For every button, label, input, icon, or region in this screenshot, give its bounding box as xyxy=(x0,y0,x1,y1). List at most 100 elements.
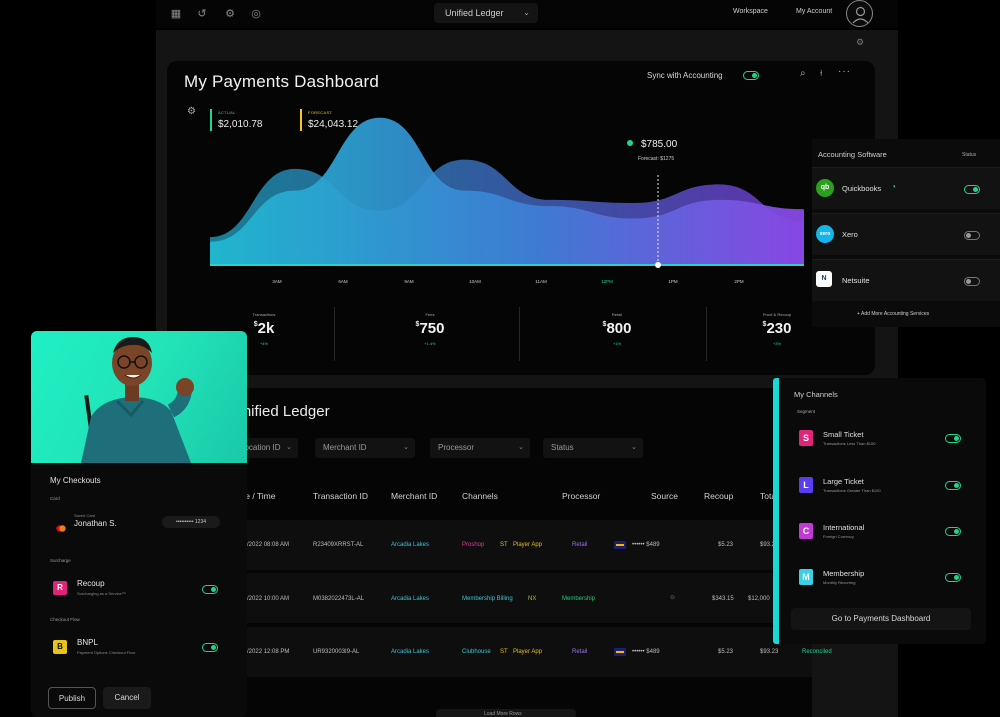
chart-marker-dot xyxy=(655,262,661,268)
my-account-link[interactable]: My Account xyxy=(796,8,833,15)
page-title: My Payments Dashboard xyxy=(184,72,380,91)
history-icon[interactable]: ↺ xyxy=(197,8,207,20)
column-header-transaction-id[interactable]: Transaction ID xyxy=(313,491,368,501)
payments-area-chart[interactable] xyxy=(210,100,804,270)
divider xyxy=(334,307,335,361)
column-header-date[interactable]: Date / Time xyxy=(232,491,276,501)
cell-merchant[interactable]: Arcadia Lakes xyxy=(391,596,430,602)
avatar[interactable] xyxy=(846,0,873,27)
connected-icon: ◑ xyxy=(892,184,896,190)
channel-badge: M xyxy=(799,569,813,585)
accounting-item-quickbooks[interactable]: qb Quickbooks ◑ xyxy=(812,167,1000,209)
cancel-button[interactable]: Cancel xyxy=(103,687,151,709)
x-tick-label: 1PM xyxy=(668,279,678,284)
accounting-item-name: Xero xyxy=(842,230,858,239)
column-header-recoup[interactable]: Recoup xyxy=(704,491,734,501)
stat-retail: Retail $800 +1% xyxy=(567,312,667,346)
channels-section-label: Segment xyxy=(797,409,816,414)
settings-icon[interactable]: ⚙ xyxy=(856,37,865,47)
channel-toggle[interactable] xyxy=(945,527,961,536)
chevron-down-icon: ⌄ xyxy=(286,444,292,451)
legend-actual-bar xyxy=(210,109,212,131)
channel-item-international[interactable]: C International Foreign Currency xyxy=(797,521,977,545)
xero-toggle[interactable] xyxy=(964,231,980,240)
table-row[interactable] xyxy=(232,520,812,570)
saved-card-row[interactable]: Saved Card Jonathan S. •••••••••• 1234 xyxy=(50,509,232,535)
load-more-label: Load More Rows xyxy=(484,711,522,717)
channel-badge: L xyxy=(799,477,813,493)
card-number-pill: •••••••••• 1234 xyxy=(162,516,220,528)
add-accounting-link[interactable]: + Add More Accounting Services xyxy=(857,311,930,317)
recoup-toggle[interactable] xyxy=(202,585,218,594)
settings-circle-icon[interactable]: ◎ xyxy=(251,8,261,20)
stat-value: $230 xyxy=(762,320,792,337)
status-column-label: Status xyxy=(962,152,977,158)
publish-button[interactable]: Publish xyxy=(48,687,96,709)
section-label-checkout-flow: Checkout Flow xyxy=(50,617,80,622)
cell-recoup: $343.15 xyxy=(712,596,734,602)
chart-settings-icon[interactable]: ⚙ xyxy=(187,106,196,117)
load-more-button[interactable]: Load More Rows xyxy=(436,709,576,717)
filter-merchant-id[interactable]: Merchant ID ⌄ xyxy=(315,438,415,458)
visa-card-icon xyxy=(614,648,626,656)
filter-label: Merchant ID xyxy=(323,443,367,452)
channel-toggle[interactable] xyxy=(945,573,961,582)
cell-recoup: $5.23 xyxy=(718,542,734,548)
accounting-item-netsuite[interactable]: N Netsuite xyxy=(812,259,1000,301)
stat-value: $750 xyxy=(415,320,445,337)
card-caption: Saved Card xyxy=(74,513,96,518)
go-to-payments-dashboard-button[interactable]: Go to Payments Dashboard xyxy=(791,608,971,630)
channel-toggle[interactable] xyxy=(945,481,961,490)
accounting-software-panel: Accounting Software Status qb Quickbooks… xyxy=(812,139,1000,327)
x-tick-label: 2PM xyxy=(734,279,744,284)
recoup-desc: Surcharging as a Service™ xyxy=(77,591,126,596)
more-options-icon[interactable]: ··· xyxy=(838,66,851,77)
person-photo xyxy=(31,331,247,463)
column-header-processor[interactable]: Processor xyxy=(562,491,601,501)
sync-accounting-toggle[interactable] xyxy=(743,71,759,80)
column-header-total[interactable]: Total xyxy=(760,491,778,501)
table-row[interactable] xyxy=(232,627,812,677)
netsuite-toggle[interactable] xyxy=(964,277,980,286)
quickbooks-toggle[interactable] xyxy=(964,185,980,194)
channel-toggle[interactable] xyxy=(945,434,961,443)
cell-transaction-id[interactable]: UR9320003I9-AL xyxy=(313,649,360,655)
column-header-merchant-id[interactable]: Merchant ID xyxy=(391,491,438,501)
cell-source: •••••• $489 xyxy=(632,649,660,655)
channel-item-small-ticket[interactable]: S Small Ticket Transactions Less Than $1… xyxy=(797,428,977,452)
gear-icon[interactable]: ⚙ xyxy=(225,8,235,20)
filter-processor[interactable]: Processor ⌄ xyxy=(430,438,530,458)
search-icon[interactable]: ⌕ xyxy=(800,68,806,79)
cell-merchant[interactable]: Arcadia Lakes xyxy=(391,649,430,655)
cell-transaction-id[interactable]: R23409XRRST-AL xyxy=(313,542,364,548)
filter-status[interactable]: Status ⌄ xyxy=(543,438,643,458)
channel-tag: ST xyxy=(500,542,508,548)
pin-icon[interactable]: ⍿ xyxy=(820,68,823,78)
card-holder: Jonathan S. xyxy=(74,519,117,528)
tooltip-value: $785.00 xyxy=(641,139,678,150)
filter-label: Location ID xyxy=(240,443,281,452)
channel-name: International xyxy=(823,523,865,532)
cell-merchant[interactable]: Arcadia Lakes xyxy=(391,542,430,548)
stat-label: Proof & Recoup xyxy=(762,312,792,317)
grid-icon[interactable]: ▦ xyxy=(170,8,182,20)
channel-item-large-ticket[interactable]: L Large Ticket Transactions Greater Than… xyxy=(797,475,977,499)
accounting-item-xero[interactable]: xero Xero xyxy=(812,213,1000,255)
column-header-channels[interactable]: Channels xyxy=(462,491,498,501)
cell-date: 02/22/2022 10:00 AM xyxy=(232,596,290,602)
filter-location-id[interactable]: Location ID ⌄ xyxy=(232,438,298,458)
channel-badge: C xyxy=(799,523,813,539)
channel-tag: Player App xyxy=(513,542,543,548)
legend-actual: ACTUAL $2,010.78 xyxy=(210,109,263,131)
channel-item-membership[interactable]: M Membership Monthly Recurring xyxy=(797,567,977,591)
workspace-link[interactable]: Workspace xyxy=(733,8,768,15)
x-tick-label: 12PM xyxy=(601,279,613,284)
cell-transaction-id[interactable]: M0382022473L-AL xyxy=(313,596,365,602)
cell-processor: Retail xyxy=(572,542,588,548)
ledger-select[interactable]: Unified Ledger ⌄ xyxy=(434,3,538,23)
table-row[interactable] xyxy=(232,573,812,623)
legend-actual-value: $2,010.78 xyxy=(218,119,263,130)
recoup-name: Recoup xyxy=(77,579,105,588)
column-header-source[interactable]: Source xyxy=(651,491,678,501)
bnpl-toggle[interactable] xyxy=(202,643,218,652)
